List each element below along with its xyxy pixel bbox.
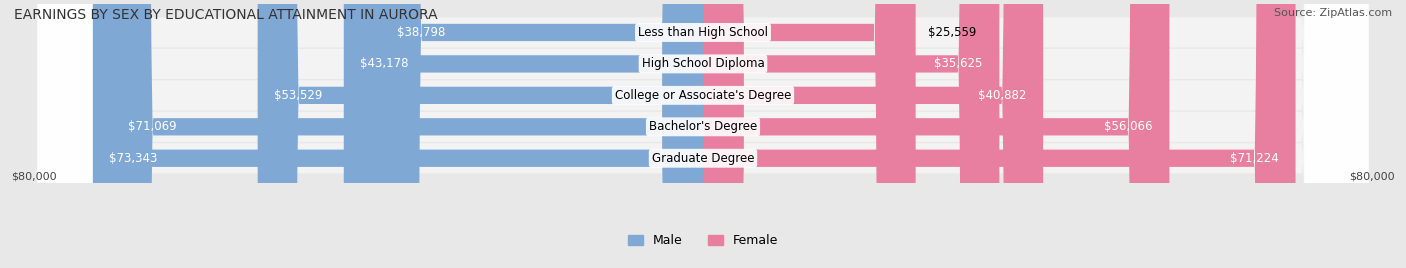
FancyBboxPatch shape [703,0,915,268]
Text: $73,343: $73,343 [110,152,157,165]
Text: $80,000: $80,000 [1350,172,1395,182]
Text: $56,066: $56,066 [1104,120,1153,133]
Text: EARNINGS BY SEX BY EDUCATIONAL ATTAINMENT IN AURORA: EARNINGS BY SEX BY EDUCATIONAL ATTAINMEN… [14,8,437,22]
Text: $43,178: $43,178 [360,57,409,70]
FancyBboxPatch shape [703,0,1170,268]
Text: $53,529: $53,529 [274,89,323,102]
Text: $25,559: $25,559 [928,26,977,39]
Text: Graduate Degree: Graduate Degree [652,152,754,165]
FancyBboxPatch shape [38,0,1368,268]
Text: $71,224: $71,224 [1230,152,1279,165]
Legend: Male, Female: Male, Female [623,229,783,252]
FancyBboxPatch shape [257,0,703,268]
FancyBboxPatch shape [380,0,703,268]
FancyBboxPatch shape [703,0,1000,268]
FancyBboxPatch shape [703,0,1043,268]
Text: Source: ZipAtlas.com: Source: ZipAtlas.com [1274,8,1392,18]
FancyBboxPatch shape [344,0,703,268]
FancyBboxPatch shape [703,0,1295,268]
Text: Bachelor's Degree: Bachelor's Degree [650,120,756,133]
FancyBboxPatch shape [93,0,703,268]
Text: Less than High School: Less than High School [638,26,768,39]
FancyBboxPatch shape [111,0,703,268]
FancyBboxPatch shape [38,0,1368,268]
FancyBboxPatch shape [38,0,1368,268]
FancyBboxPatch shape [38,0,1368,268]
Text: $38,798: $38,798 [396,26,446,39]
Text: $40,882: $40,882 [979,89,1026,102]
Text: High School Diploma: High School Diploma [641,57,765,70]
Text: $35,625: $35,625 [935,57,983,70]
Text: College or Associate's Degree: College or Associate's Degree [614,89,792,102]
Text: $71,069: $71,069 [128,120,177,133]
FancyBboxPatch shape [38,0,1368,268]
Text: $80,000: $80,000 [11,172,56,182]
